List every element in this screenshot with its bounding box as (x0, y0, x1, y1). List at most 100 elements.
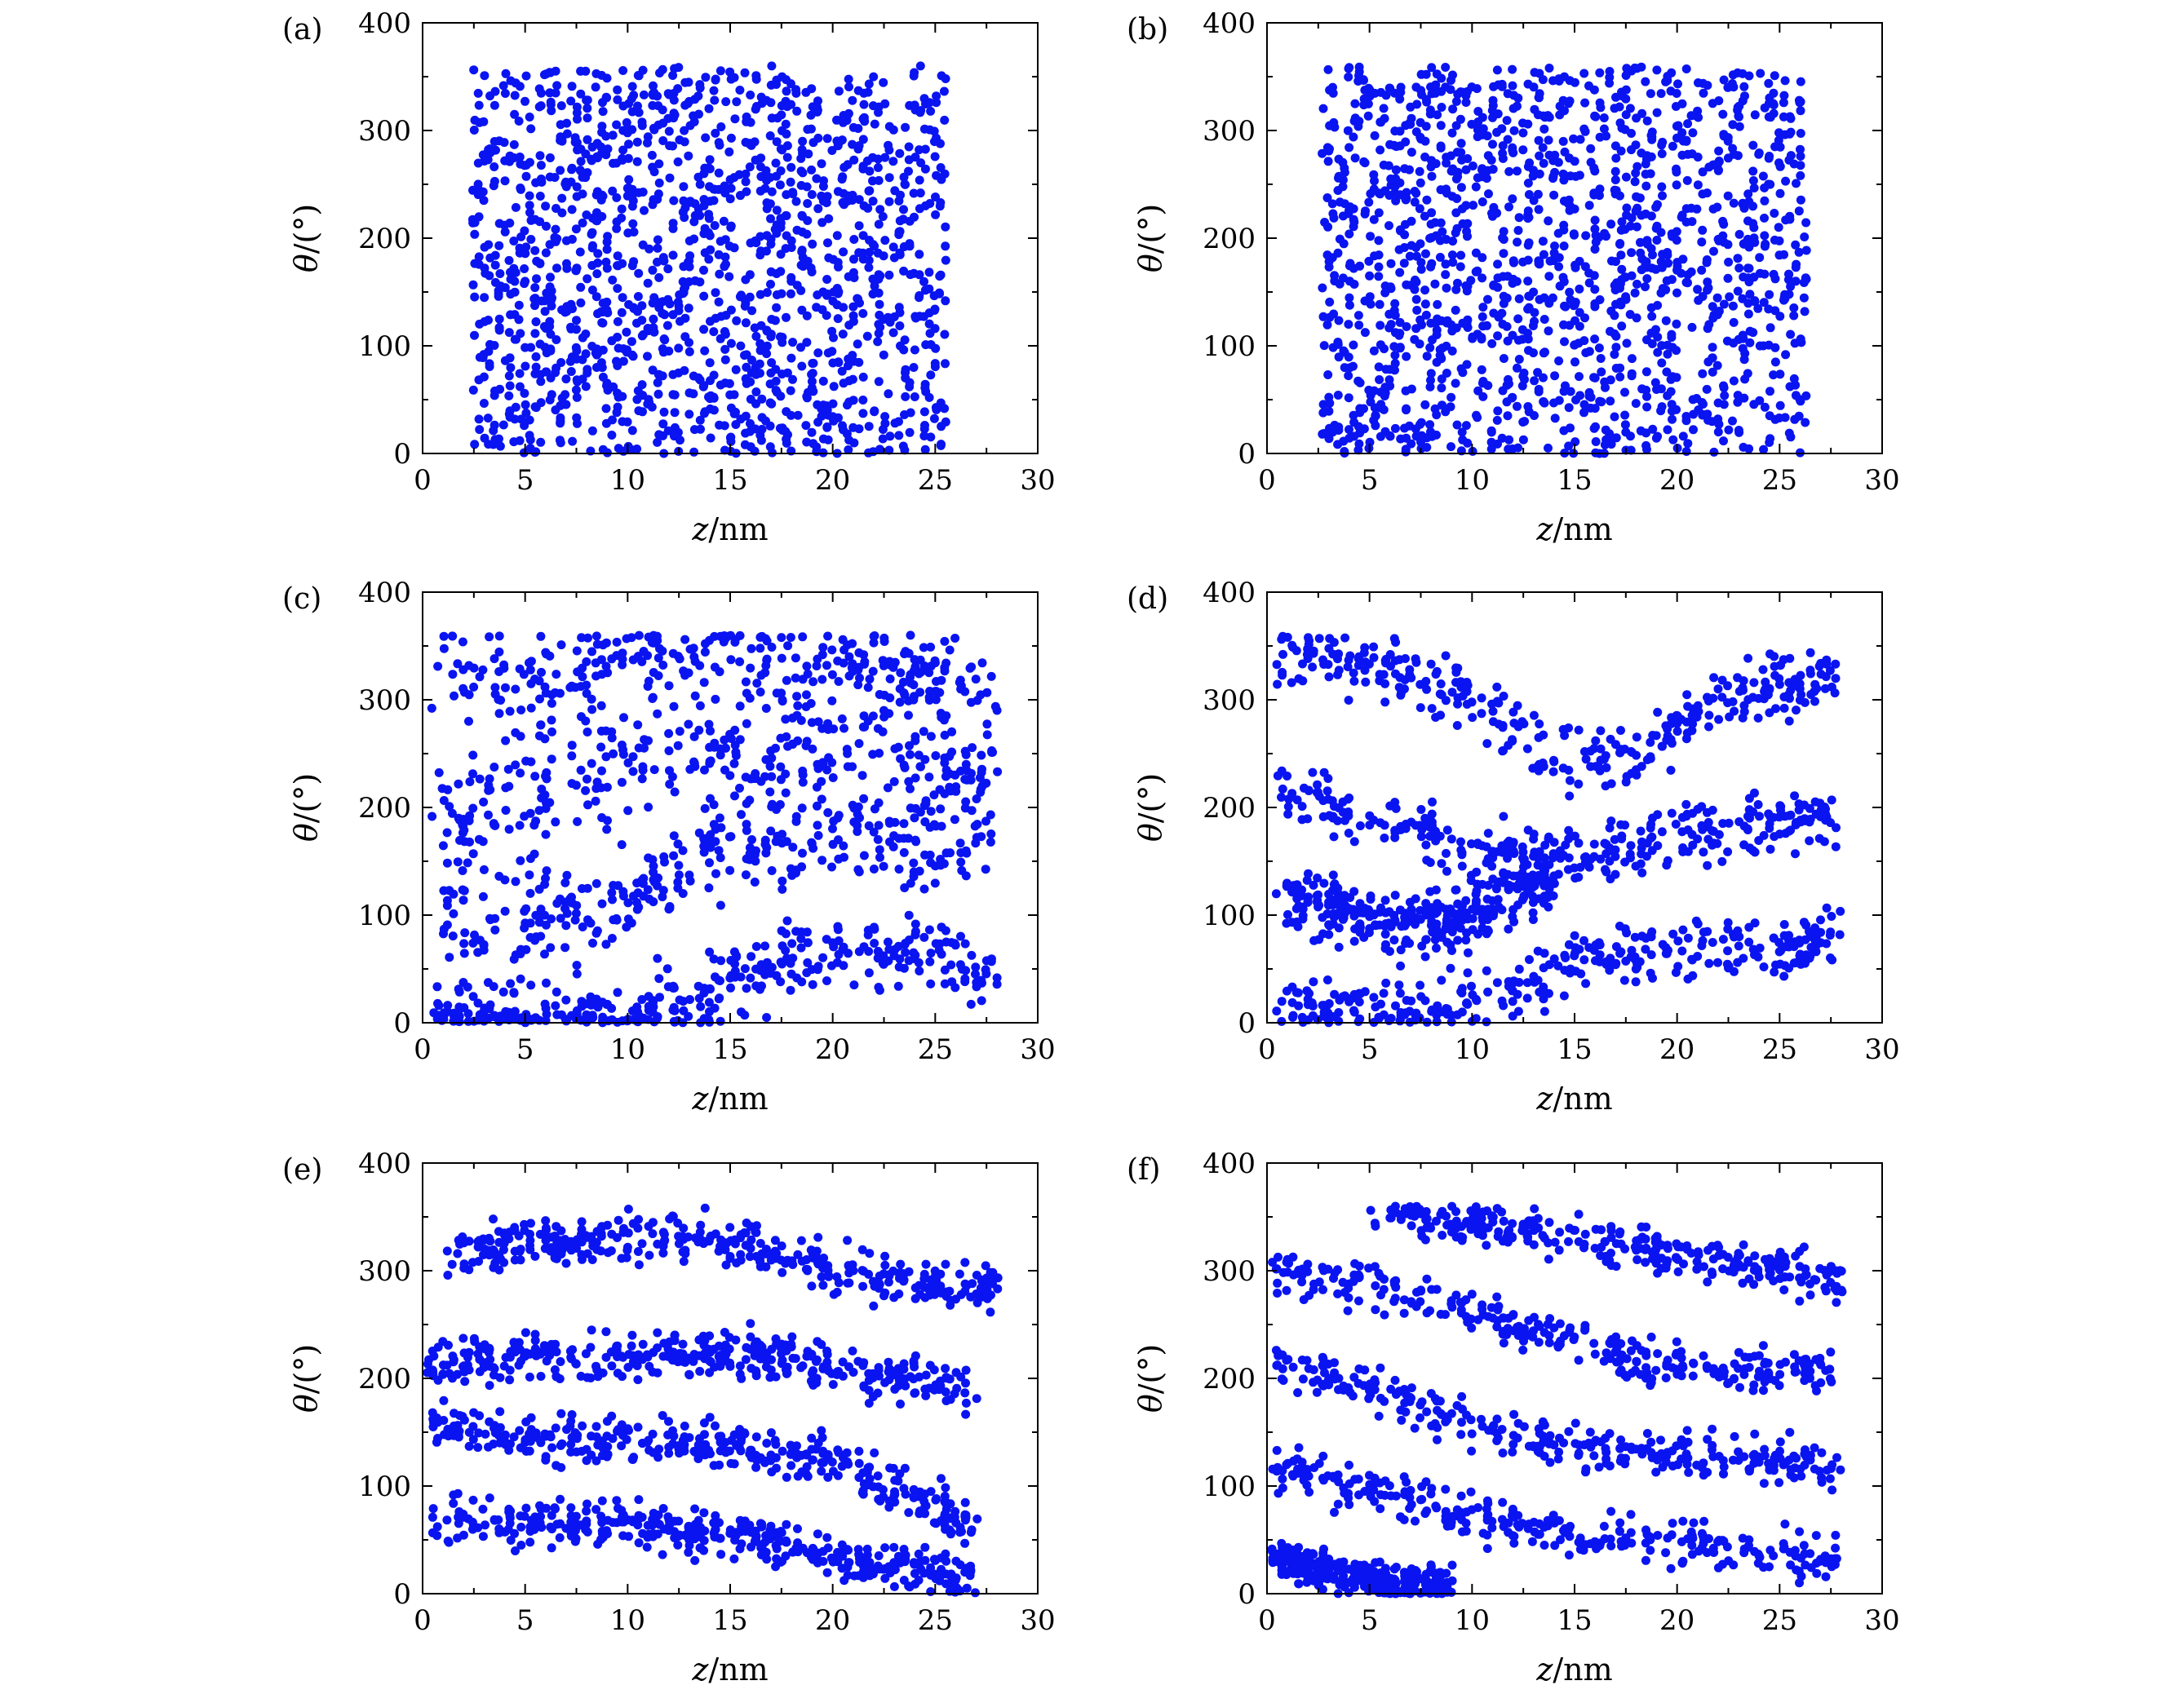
data-point (500, 176, 510, 186)
data-point (622, 327, 631, 337)
data-point (1779, 250, 1788, 259)
data-point (730, 791, 739, 801)
data-point (1462, 360, 1472, 369)
data-point (470, 330, 479, 340)
data-point (578, 218, 587, 228)
data-point (1801, 218, 1811, 228)
data-point (680, 635, 690, 644)
data-point (1697, 265, 1707, 275)
data-point (1416, 418, 1426, 427)
data-point (1330, 271, 1340, 281)
data-point (1698, 225, 1708, 235)
data-point (669, 983, 679, 993)
data-point (777, 633, 786, 643)
data-point (1622, 338, 1632, 348)
data-point (643, 352, 652, 361)
data-point (597, 127, 607, 137)
data-point (829, 942, 839, 952)
data-point (1534, 256, 1544, 266)
data-point (550, 688, 560, 697)
data-point (1427, 171, 1437, 181)
data-point (858, 135, 868, 144)
data-point (675, 727, 684, 736)
data-point (848, 139, 857, 149)
data-point (665, 780, 675, 789)
data-point (560, 390, 570, 400)
data-point (1374, 208, 1384, 218)
data-point (1366, 397, 1376, 407)
data-point (863, 683, 873, 692)
data-point (975, 773, 985, 782)
data-point (536, 161, 546, 170)
data-point (714, 168, 724, 178)
data-point (1420, 400, 1430, 409)
data-point (643, 682, 653, 691)
data-point (459, 949, 469, 958)
data-point (1349, 116, 1359, 126)
data-point (711, 972, 720, 982)
data-point (777, 688, 786, 698)
data-point (879, 251, 888, 261)
data-point (572, 1010, 582, 1019)
data-point (706, 316, 715, 326)
data-point (572, 900, 582, 910)
data-point (1325, 398, 1335, 408)
data-point (1395, 178, 1405, 188)
data-point (1437, 316, 1446, 325)
data-point (511, 202, 521, 212)
data-point (786, 386, 795, 396)
data-point (447, 808, 457, 818)
data-point (701, 639, 710, 648)
data-point (612, 223, 622, 233)
data-point (622, 345, 631, 355)
data-point (701, 133, 711, 143)
data-point (1426, 427, 1435, 436)
data-point (571, 909, 581, 918)
data-point (1446, 442, 1455, 452)
data-point (1636, 426, 1646, 436)
data-point (1606, 375, 1615, 385)
data-point (1693, 180, 1703, 190)
panel-label: (c) (282, 582, 321, 616)
data-point (653, 1014, 662, 1023)
data-point (1672, 346, 1681, 356)
data-point (1637, 254, 1647, 263)
data-point (662, 321, 672, 330)
data-point (875, 690, 884, 699)
data-point (833, 922, 843, 931)
data-point (1632, 192, 1641, 201)
data-point (1363, 99, 1373, 108)
data-point (1391, 1001, 1400, 1011)
data-point (1452, 148, 1462, 157)
data-point (827, 645, 837, 655)
data-point (628, 655, 638, 665)
data-point (1411, 243, 1421, 252)
data-point (547, 698, 556, 708)
data-point (438, 841, 448, 851)
data-point (1559, 197, 1569, 206)
data-point (793, 736, 803, 745)
data-point (443, 1001, 453, 1011)
data-point (752, 679, 762, 688)
data-point (844, 108, 853, 118)
data-point (660, 310, 670, 320)
data-point (1601, 383, 1610, 392)
data-point (1308, 767, 1318, 777)
data-point (1586, 144, 1596, 153)
data-point (966, 999, 976, 1009)
data-point (1683, 701, 1693, 711)
data-point (879, 712, 889, 722)
data-point (869, 72, 879, 82)
data-point (751, 942, 761, 951)
data-point (803, 938, 813, 948)
data-point (1681, 416, 1691, 426)
data-point (715, 66, 725, 76)
data-point (1652, 65, 1662, 75)
data-point (761, 848, 771, 858)
data-point (965, 663, 975, 673)
data-point (715, 900, 725, 910)
data-point (937, 675, 946, 685)
data-point (737, 290, 746, 300)
data-point (1682, 175, 1692, 185)
data-point (711, 288, 720, 298)
